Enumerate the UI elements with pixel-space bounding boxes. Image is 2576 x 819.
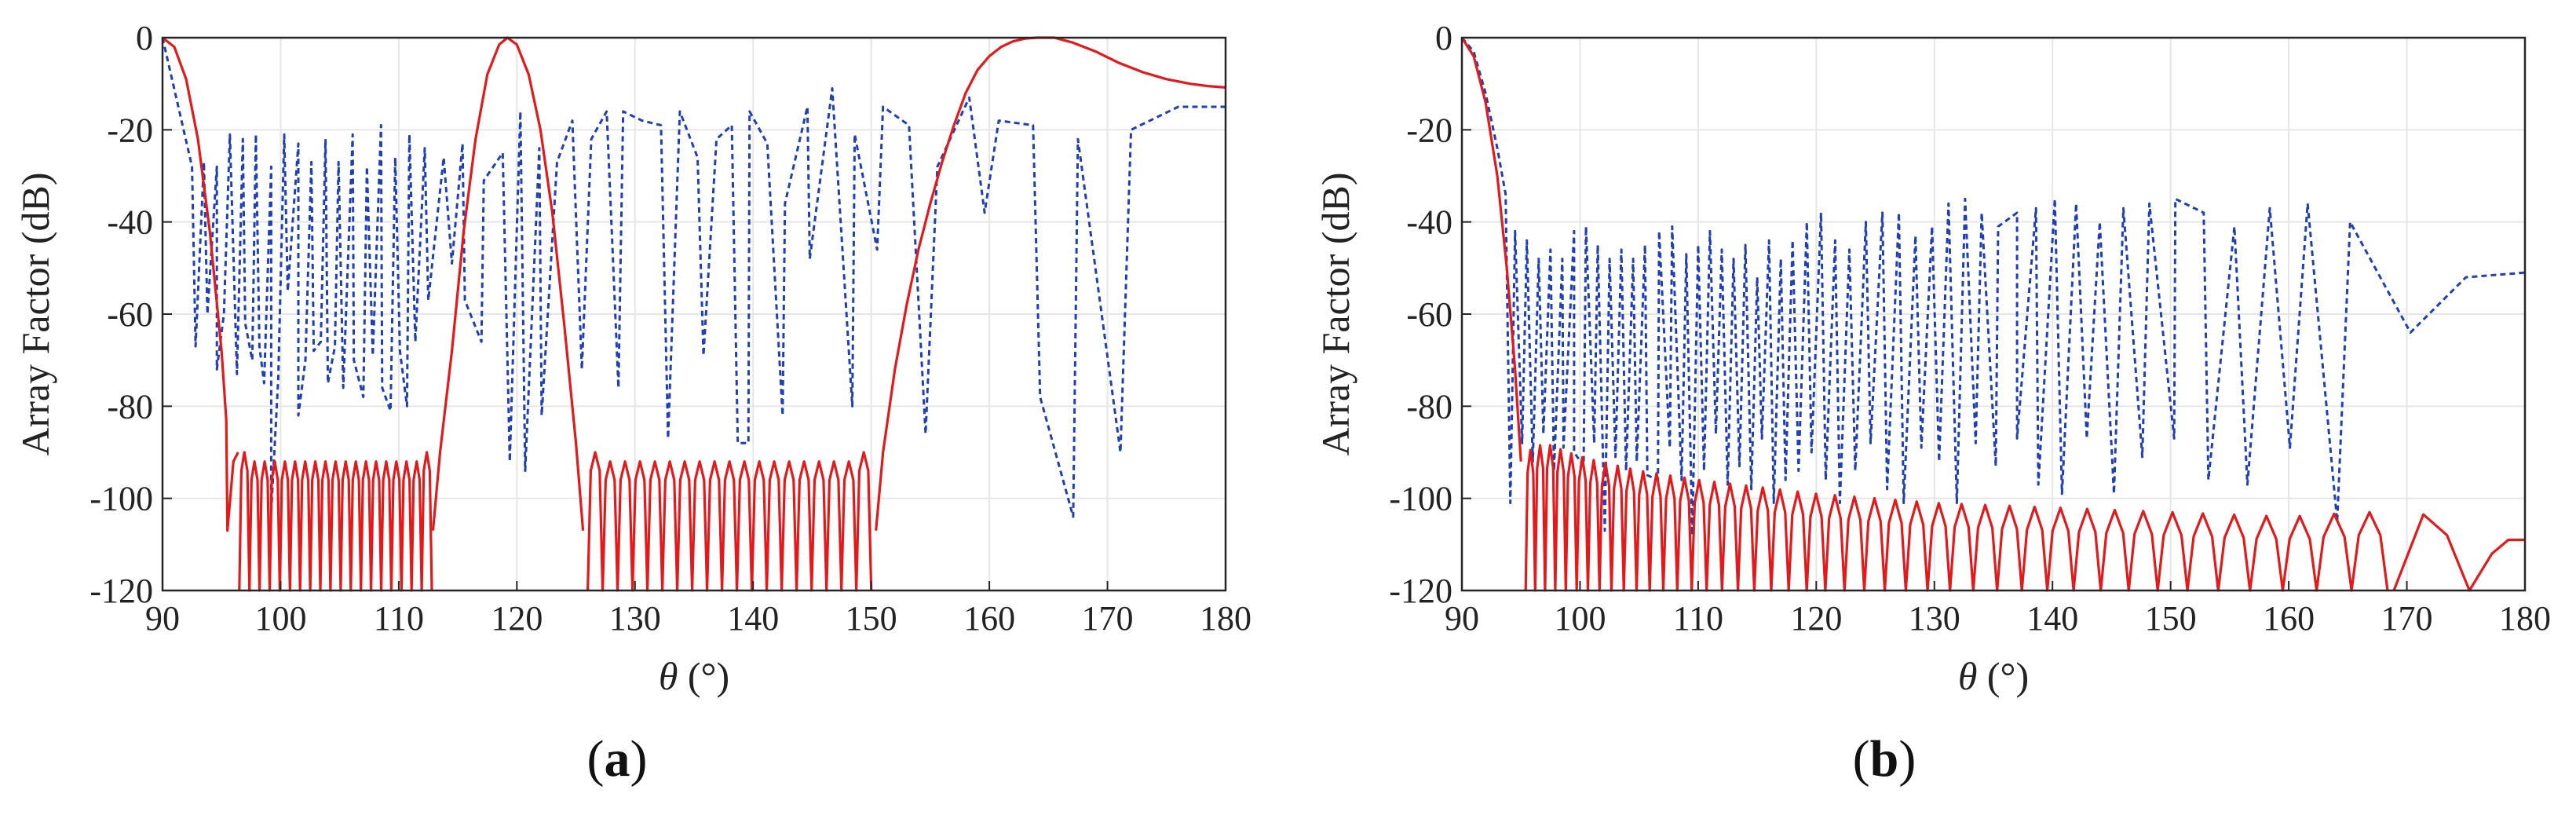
panel-a-x-tick-label: 130 [609,599,661,638]
panel-b-x-tick-label: 130 [1909,599,1960,638]
panel-a-series-optimized [586,451,873,592]
panel-a-x-tick-label: 150 [846,599,897,638]
panel-a-x-axis-unit: (°) [678,654,729,698]
panel-a-x-axis-title: θ (°) [659,654,729,698]
panel-b-x-axis-unit: (°) [1977,654,2029,698]
panel-a-caption: (a) [587,730,648,788]
panel-a-x-tick-label: 140 [727,599,779,638]
panel-a-y-tick-label: -20 [107,111,153,149]
panel-b-letter: b [1870,730,1899,788]
panel-a-x-tick-label: 180 [1200,599,1251,638]
panel-b-series-reference [1460,37,2526,537]
panel-a-y-tick-label: -80 [107,387,153,426]
panel-b-y-tick-label: 0 [1435,19,1452,57]
panel-b-series-optimized [1460,37,1522,462]
panel-a-x-tick-label: 110 [374,599,424,638]
panel-a-y-tick-label: -40 [107,203,153,242]
panel-b-y-tick-label: -100 [1389,480,1452,518]
panel-a-series-optimized [875,36,1226,531]
panel-b-y-tick-label: -60 [1406,295,1452,334]
panel-b-y-axis-title: Array Factor (dB) [1314,173,1357,456]
panel-a-y-tick-label: -120 [90,572,153,610]
panel-b-caption: (b) [1853,730,1916,788]
panel-a-series-optimized [431,36,585,531]
panel-a-series-reference [161,37,1226,518]
panel-b-x-axis-symbol: θ [1958,654,1978,698]
panel-b-x-tick-label: 110 [1673,599,1723,638]
panel-b-y-tick-label: -80 [1406,387,1452,426]
panel-a-plot-area [161,36,1226,592]
panel-a-x-tick-label: 120 [491,599,543,638]
panel-a-y-axis-title: Array Factor (dB) [13,173,57,456]
panel-a-series-optimized [162,36,239,532]
panel-a-y-tick-label: -100 [90,480,153,518]
panel-a-chart: 90 100 110 120 130 140 150 160 170 180 0 -20 -40 -60 -… [13,19,1251,698]
panel-a-series-optimized [238,451,433,592]
panel-b-x-tick-label: 100 [1554,599,1606,638]
panel-a-x-tick-label: 170 [1082,599,1134,638]
panel-b-x-tick-label: 170 [2381,599,2433,638]
panel-a-x-axis-symbol: θ [659,654,678,698]
panel-b-x-tick-label: 160 [2263,599,2315,638]
panel-a-y-tick-label: -60 [107,295,153,334]
panel-b-chart: 90 100 110 120 130 140 150 160 170 180 0 -20 -40 -60 -… [1314,19,2551,698]
panel-b-y-tick-label: -120 [1389,572,1452,610]
panel-b-x-tick-label: 140 [2026,599,2078,638]
panel-b-x-tick-label: 120 [1790,599,1842,638]
panel-b-y-tick-label: -40 [1406,203,1452,242]
panel-b-x-tick-label: 150 [2145,599,2197,638]
panel-b-x-axis-title: θ (°) [1958,654,2029,698]
panel-b-x-tick-label: 180 [2499,599,2551,638]
panel-a-x-tick-label: 90 [145,599,180,638]
panel-b-series-optimized [2392,513,2525,592]
panel-a-y-tick-label: 0 [136,19,153,57]
panel-b-y-tick-label: -20 [1406,111,1452,149]
panel-a-x-tick-label: 160 [963,599,1015,638]
panel-a-x-tick-label: 100 [254,599,306,638]
panel-b-x-tick-label: 90 [1445,599,1479,638]
panel-a-letter: a [605,730,630,788]
panel-b-series-optimized [1524,444,2389,592]
